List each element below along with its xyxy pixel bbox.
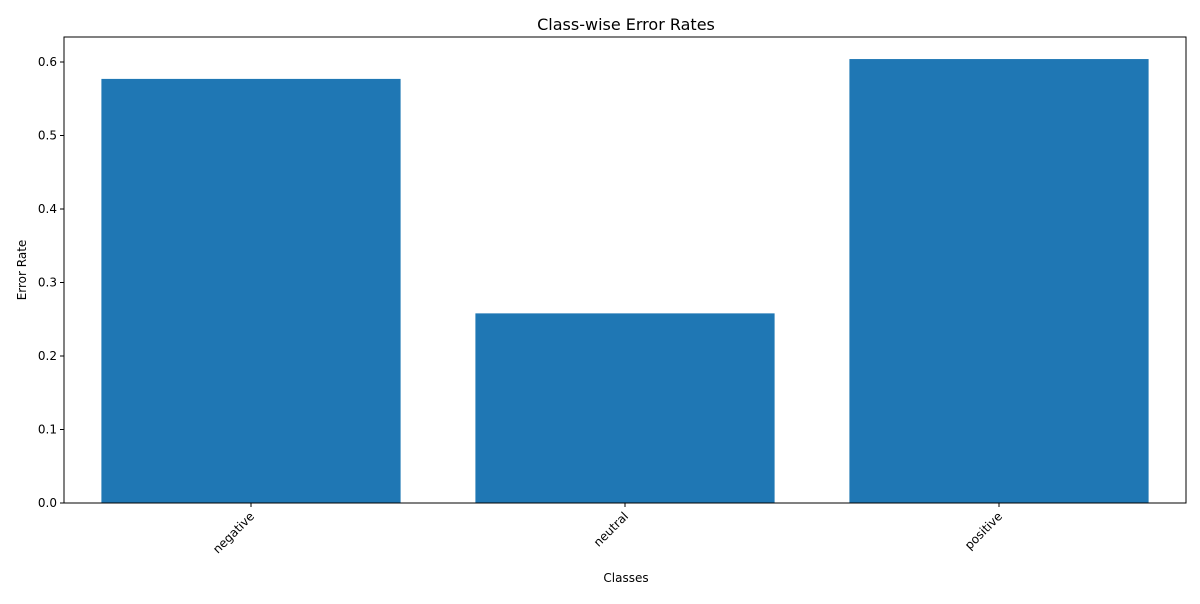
y-tick-label: 0.0 [38,496,57,510]
chart-title: Class-wise Error Rates [537,15,715,34]
y-tick-label: 0.2 [38,349,57,363]
y-axis-ticks: 0.0 0.1 0.2 0.3 0.4 0.5 0.6 [38,55,64,510]
x-axis-ticks: negative neutral positive [210,503,1005,556]
x-tick-label-negative: negative [210,509,257,556]
y-tick-label: 0.1 [38,422,57,436]
bar-positive [849,59,1149,504]
plot-frame [63,36,1187,504]
y-tick-label: 0.5 [38,128,57,142]
y-tick-label: 0.4 [38,202,57,216]
x-axis-label: Classes [603,571,648,585]
bars-group [101,59,1149,504]
y-tick-label: 0.6 [38,55,57,69]
x-tick-label-neutral: neutral [591,509,631,549]
y-axis-label: Error Rate [15,240,29,301]
bar-neutral [475,313,775,503]
x-tick-label-positive: positive [962,509,1005,552]
y-tick-label: 0.3 [38,275,57,289]
bar-negative [101,78,401,504]
